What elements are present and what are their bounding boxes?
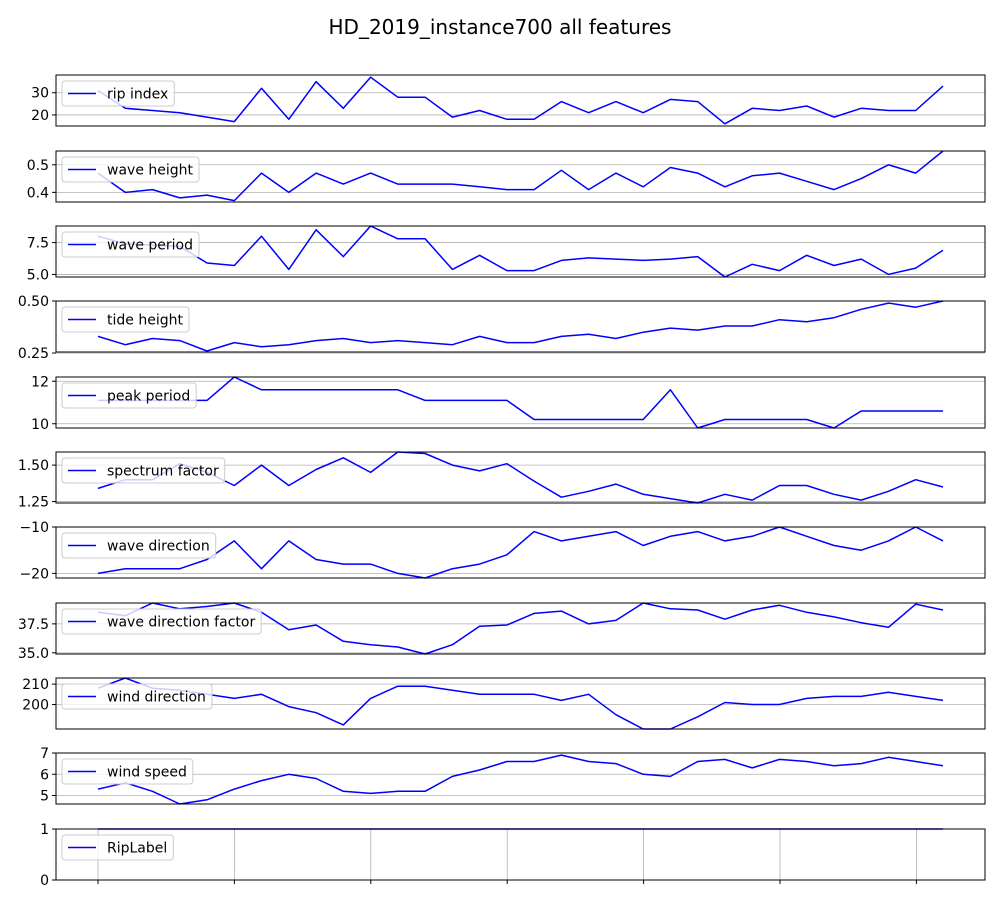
subplot-10: 5 6 7 wind speed (40, 746, 986, 805)
axes-frame (55, 828, 986, 881)
y-tick-label: 37.5 (18, 617, 49, 633)
legend-frame (61, 834, 174, 861)
y-tick-label: 0.4 (27, 185, 49, 201)
subplot-3: 5.0 7.5 wave period (27, 225, 986, 283)
series-line (98, 376, 943, 429)
legend-label: spectrum factor (107, 464, 219, 480)
series-line (97, 526, 944, 579)
legend: wave direction (61, 532, 217, 559)
y-tick-label: 30 (31, 86, 49, 102)
subplot-6: 1.25 1.50 spectrum factor (18, 451, 986, 511)
legend: spectrum factor (61, 457, 226, 484)
series-line (97, 451, 944, 504)
legend-label: wind speed (107, 765, 187, 781)
legend-label: wind direction (107, 690, 206, 706)
series-line (97, 76, 944, 125)
y-tick-label: 0.50 (18, 294, 49, 310)
legend: wave period (61, 231, 200, 258)
axes-frame (55, 376, 986, 429)
series-line (97, 300, 944, 352)
legend-label: RipLabel (107, 841, 167, 857)
legend-frame (61, 758, 194, 785)
axes-frame (55, 451, 986, 504)
legend-frame (61, 80, 175, 107)
y-tick-label: 0 (40, 873, 49, 889)
subplot-11: 0 1 RipLabel (40, 822, 986, 889)
y-tick-label: 5 (40, 789, 49, 805)
legend-label: wave direction factor (107, 615, 255, 631)
axes-frame (55, 677, 986, 730)
legend: tide height (61, 306, 190, 333)
legend: wind direction (61, 683, 213, 710)
y-tick-label: 10 (31, 417, 49, 433)
legend-label: rip index (107, 87, 168, 103)
y-tick-label: 5.0 (27, 267, 49, 283)
y-tick-label: −10 (19, 520, 49, 536)
series-line (97, 677, 944, 730)
subplot-4: 0.25 0.50 tide height (18, 294, 986, 362)
axes-frame (55, 74, 986, 127)
legend: wave direction factor (61, 608, 262, 635)
legend-frame (61, 608, 262, 635)
legend: wind speed (61, 758, 194, 785)
y-tick-label: 200 (22, 698, 49, 714)
subplot-stack: 20 30 rip index 0.4 0.5 wave height 5.0 7.5 wave… (18, 74, 986, 889)
y-tick-label: 0.5 (27, 158, 49, 174)
legend-label: wave period (107, 238, 193, 254)
legend-label: peak period (107, 389, 190, 405)
axes-frame (55, 150, 986, 203)
series-line (97, 754, 944, 805)
y-tick-label: 7.5 (27, 236, 49, 252)
legend: peak period (61, 382, 197, 409)
subplot-7: −20 −10 wave direction (19, 520, 986, 582)
series-line (97, 150, 944, 202)
y-tick-label: 1.50 (18, 458, 49, 474)
y-tick-label: 210 (22, 677, 49, 693)
axes-frame (55, 526, 986, 579)
axes-frame (55, 752, 986, 805)
axes-frame (55, 602, 986, 655)
legend: wave height (61, 156, 200, 183)
y-tick-label: 1.25 (18, 495, 49, 511)
subplot-1: 20 30 rip index (31, 74, 986, 127)
legend-frame (61, 683, 213, 710)
subplot-8: 35.0 37.5 wave direction factor (18, 602, 986, 662)
figure-title: HD_2019_instance700 all features (329, 15, 672, 39)
subplot-2: 0.4 0.5 wave height (27, 150, 986, 203)
legend-label: tide height (107, 313, 183, 329)
legend-frame (61, 532, 217, 559)
subplot-9: 200 210 wind direction (22, 677, 986, 730)
legend-frame (61, 382, 197, 409)
axes-frame (55, 300, 986, 353)
series-line (97, 602, 944, 655)
y-tick-label: 7 (40, 746, 49, 762)
y-tick-label: 12 (31, 374, 49, 390)
legend-frame (61, 156, 200, 183)
legend-label: wave height (107, 163, 194, 179)
legend-frame (61, 231, 200, 258)
legend: RipLabel (61, 834, 174, 861)
axes-frame (55, 225, 986, 278)
y-tick-label: 0.25 (18, 346, 49, 362)
subplot-5: 10 12 peak period (31, 374, 986, 433)
y-tick-label: 1 (40, 822, 49, 838)
y-tick-label: 35.0 (18, 646, 49, 662)
legend-frame (61, 457, 226, 484)
y-tick-label: 6 (40, 767, 49, 783)
legend: rip index (61, 80, 175, 107)
y-tick-label: −20 (19, 566, 49, 582)
series-line (97, 225, 944, 278)
legend-frame (61, 306, 190, 333)
y-tick-label: 20 (31, 108, 49, 124)
legend-label: wave direction (107, 539, 210, 555)
